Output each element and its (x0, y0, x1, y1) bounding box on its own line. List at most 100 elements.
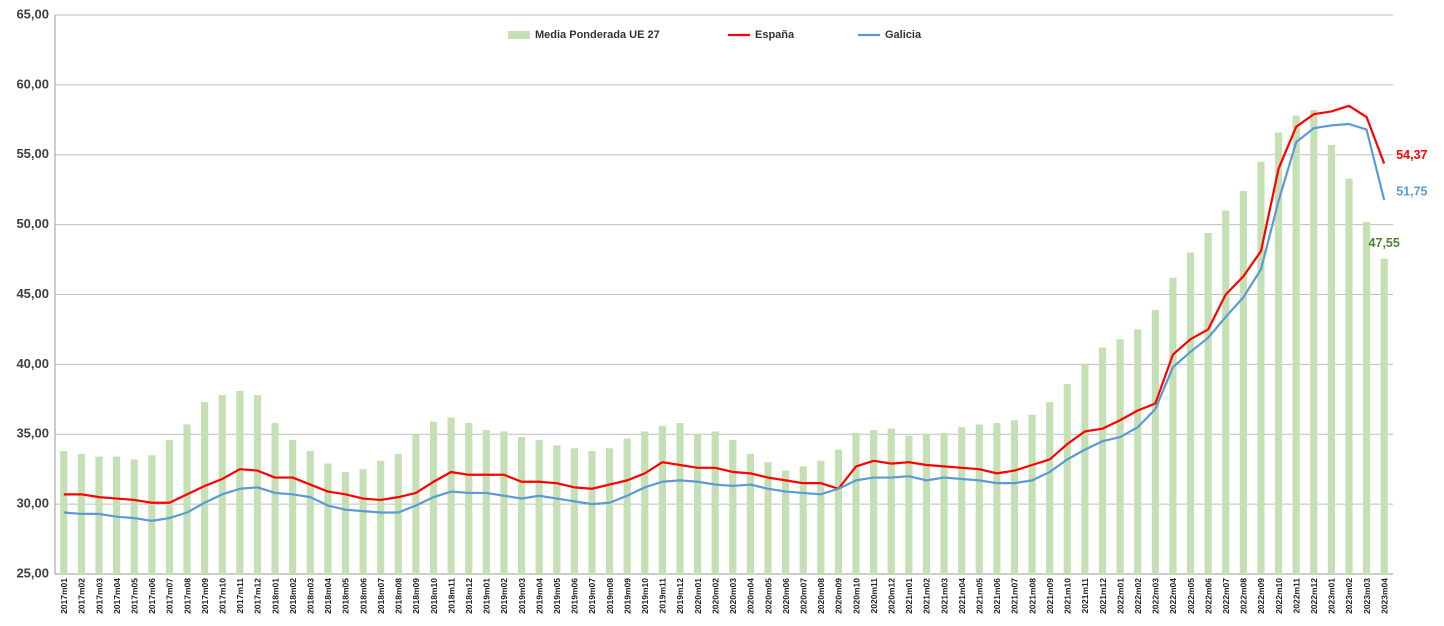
x-tick-label: 2018m12 (464, 578, 474, 614)
bar (1257, 161, 1265, 575)
x-tick-label: 2019m08 (605, 578, 615, 614)
x-tick-label: 2022m07 (1221, 578, 1231, 614)
x-tick-label: 2017m10 (218, 578, 228, 614)
x-tick-label: 2022m02 (1133, 578, 1143, 614)
legend-item: Galicia (858, 29, 922, 41)
bar (1327, 144, 1335, 574)
bar (1222, 210, 1230, 574)
value-label: 54,37 (1396, 148, 1427, 162)
value-label: 47,55 (1369, 236, 1400, 250)
x-tick-label: 2020m04 (746, 578, 756, 614)
x-tick-label: 2017m08 (182, 578, 192, 614)
y-tick-label: 30,00 (16, 496, 49, 511)
line (63, 122, 1386, 522)
bar (570, 448, 578, 574)
bar (535, 439, 543, 574)
x-tick-label: 2020m07 (798, 578, 808, 614)
bar (711, 431, 719, 574)
value-label: 51,75 (1396, 184, 1427, 198)
x-tick-label: 2019m04 (534, 578, 544, 614)
x-tick-label: 2019m09 (622, 578, 632, 614)
x-tick-label: 2018m05 (341, 578, 351, 614)
bar (517, 437, 526, 574)
bar (1292, 115, 1300, 575)
x-tick-label: 2020m06 (781, 578, 791, 614)
line (63, 104, 1386, 504)
x-tick-label: 2022m03 (1151, 578, 1161, 614)
x-tick-label: 2017m05 (129, 578, 139, 614)
x-tick-label: 2017m01 (59, 578, 69, 614)
x-tick-label: 2018m08 (394, 578, 404, 614)
x-tick-label: 2017m04 (112, 578, 122, 614)
y-tick-label: 40,00 (16, 356, 49, 371)
y-tick-label: 60,00 (16, 76, 49, 91)
bar (1010, 420, 1019, 574)
bar (1116, 339, 1124, 574)
bar (676, 423, 684, 574)
bar (1362, 221, 1371, 574)
bar (1274, 132, 1283, 574)
bar (658, 425, 666, 574)
bar (729, 439, 737, 574)
x-tick-label: 2020m10 (851, 578, 861, 614)
legend-label: España (755, 29, 795, 41)
x-tick-label: 2020m03 (728, 578, 738, 614)
bar (887, 428, 895, 574)
x-tick-label: 2021m01 (904, 578, 914, 614)
x-tick-label: 2020m12 (887, 578, 897, 614)
x-tick-label: 2020m09 (834, 578, 844, 614)
x-tick-label: 2022m01 (1115, 578, 1125, 614)
x-tick-label: 2021m07 (1010, 578, 1020, 614)
bar (1345, 178, 1353, 574)
bar (201, 402, 209, 574)
x-tick-label: 2019m02 (499, 578, 509, 614)
bar (1046, 402, 1054, 574)
bar (553, 445, 561, 574)
x-tick-label: 2018m11 (446, 578, 456, 614)
x-tick-label: 2018m09 (411, 578, 421, 614)
x-tick-label: 2018m02 (288, 578, 298, 614)
bar (289, 439, 297, 574)
bar (306, 451, 314, 574)
x-tick-label: 2017m03 (94, 578, 104, 614)
bar (236, 390, 244, 574)
bar (817, 460, 825, 574)
legend-swatch (508, 31, 530, 39)
bar (1204, 233, 1212, 574)
bar (1380, 258, 1388, 574)
x-tick-label: 2021m09 (1045, 578, 1055, 614)
bar (341, 471, 350, 574)
x-tick-label: 2023m01 (1327, 578, 1337, 614)
bar (940, 432, 948, 574)
x-tick-label: 2022m11 (1291, 578, 1301, 614)
x-tick-label: 2017m11 (235, 578, 245, 614)
bar (1186, 252, 1195, 574)
y-tick-label: 35,00 (16, 426, 49, 441)
x-tick-label: 2021m10 (1063, 578, 1073, 614)
bar (764, 462, 772, 574)
x-tick-label: 2017m12 (253, 578, 263, 614)
bar (834, 449, 843, 574)
x-tick-label: 2019m01 (482, 578, 492, 614)
x-tick-label: 2019m12 (675, 578, 685, 614)
x-tick-label: 2021m08 (1027, 578, 1037, 614)
bar (359, 469, 367, 574)
x-tick-label: 2020m08 (816, 578, 826, 614)
y-tick-label: 45,00 (16, 286, 49, 301)
x-tick-label: 2022m10 (1274, 578, 1284, 614)
bar (746, 453, 755, 574)
bar (693, 434, 702, 574)
x-tick-label: 2020m01 (693, 578, 703, 614)
bar (113, 456, 121, 574)
x-tick-label: 2022m05 (1186, 578, 1196, 614)
x-tick-label: 2017m09 (200, 578, 210, 614)
bar (852, 432, 860, 574)
bar (500, 431, 508, 574)
bar (465, 423, 473, 574)
x-tick-label: 2020m05 (763, 578, 773, 614)
x-tick-label: 2021m11 (1080, 578, 1090, 614)
bar (641, 431, 649, 574)
bar (958, 427, 966, 574)
y-tick-label: 55,00 (16, 146, 49, 161)
x-tick-label: 2022m12 (1309, 578, 1319, 614)
